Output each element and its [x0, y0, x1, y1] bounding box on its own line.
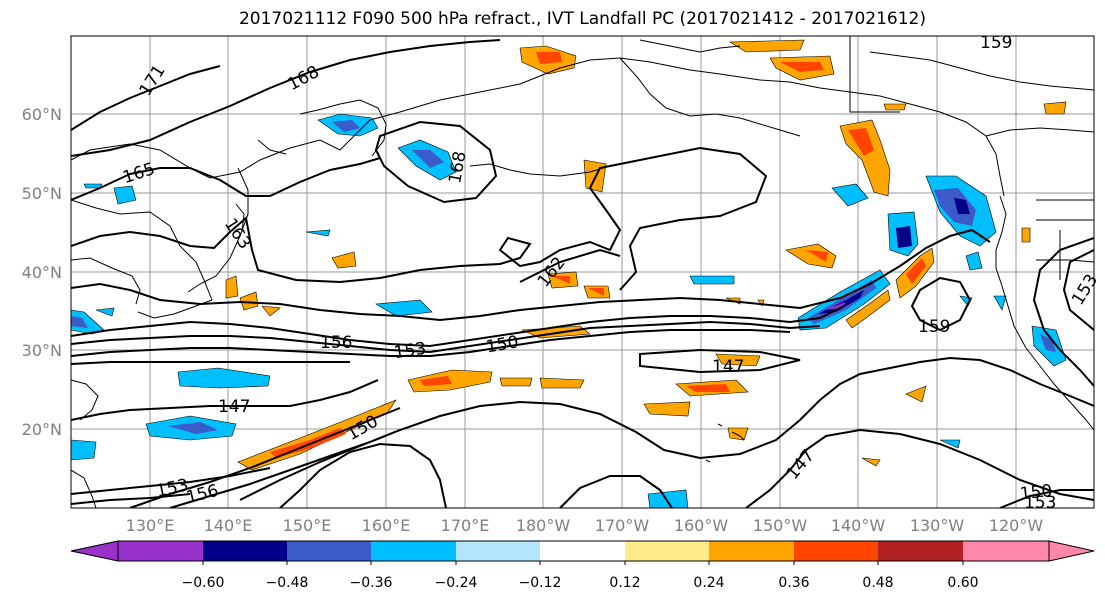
colorbar-swatch	[540, 541, 625, 561]
colorbar-swatch	[709, 541, 794, 561]
colorbar-tick-label: 0.36	[778, 575, 809, 591]
colorbar-tick-label: −0.36	[350, 575, 393, 591]
colorbar-tick-label: 0.60	[947, 575, 978, 591]
colorbar-swatch	[625, 541, 709, 561]
contour-label: 147	[712, 357, 744, 377]
contour-label: 150	[1019, 481, 1053, 504]
lon-label: 170°W	[595, 516, 650, 535]
pc-fill-patches	[71, 39, 1067, 508]
colorbar-tick-label: 0.12	[609, 575, 640, 591]
colorbar-swatch	[287, 541, 371, 561]
figure-title: 2017021112 F090 500 hPa refract., IVT La…	[238, 9, 926, 29]
lon-label: 170°E	[441, 516, 490, 535]
lon-label: 140°E	[204, 516, 253, 535]
contour-label: 159	[980, 33, 1012, 53]
colorbar-frame	[117, 540, 1050, 562]
colorbar-tick-label: 0.24	[693, 575, 724, 591]
height-contours	[71, 39, 1094, 508]
colorbar-tick-label: −0.48	[266, 575, 309, 591]
lat-label: 30°N	[22, 341, 62, 360]
colorbar-swatch	[794, 541, 878, 561]
colorbar-over-extension	[1048, 540, 1095, 562]
colorbar-swatch	[963, 541, 1049, 561]
latitude-labels: 60°N 50°N 40°N 30°N 20°N	[22, 105, 62, 439]
colorbar: −0.60 −0.48 −0.36 −0.24 −0.12 0.12 0.24 0.36 0.4…	[70, 540, 1095, 591]
colorbar-swatch	[118, 541, 203, 561]
lat-label: 20°N	[22, 420, 62, 439]
colorbar-swatches	[118, 541, 1049, 561]
lon-label: 150°E	[283, 516, 332, 535]
contour-label: 153	[393, 339, 428, 363]
colorbar-swatch	[456, 541, 540, 561]
lon-label: 160°E	[362, 516, 411, 535]
contour-label: 159	[918, 317, 950, 337]
borders	[849, 36, 1094, 280]
map-frame	[70, 35, 1095, 509]
lat-label: 40°N	[22, 263, 62, 282]
lon-label: 120°W	[989, 516, 1044, 535]
colorbar-tick-label: −0.24	[435, 575, 478, 591]
lon-label: 140°W	[831, 516, 886, 535]
graticule	[71, 36, 1094, 508]
colorbar-swatch	[878, 541, 963, 561]
contour-label: 156	[320, 333, 352, 353]
longitude-labels: 130°E 140°E 150°E 160°E 170°E 180°W 170°…	[126, 516, 1044, 535]
colorbar-tick-label: −0.12	[519, 575, 562, 591]
colorbar-tick-labels: −0.60 −0.48 −0.36 −0.24 −0.12 0.12 0.24 0.36 0.4…	[182, 561, 979, 591]
lon-label: 130°E	[126, 516, 175, 535]
contour-label: 147	[218, 397, 250, 417]
colorbar-tick-label: 0.48	[862, 575, 893, 591]
lon-label: 130°W	[910, 516, 965, 535]
colorbar-swatch	[371, 541, 456, 561]
lon-label: 150°W	[753, 516, 808, 535]
lat-label: 60°N	[22, 105, 62, 124]
lon-label: 160°W	[674, 516, 729, 535]
contour-label: 153	[1024, 493, 1056, 513]
colorbar-swatch	[203, 541, 287, 561]
colorbar-under-extension	[70, 540, 119, 562]
colorbar-tick-label: −0.60	[182, 575, 225, 591]
lat-label: 50°N	[22, 184, 62, 203]
lon-label: 180°W	[516, 516, 571, 535]
